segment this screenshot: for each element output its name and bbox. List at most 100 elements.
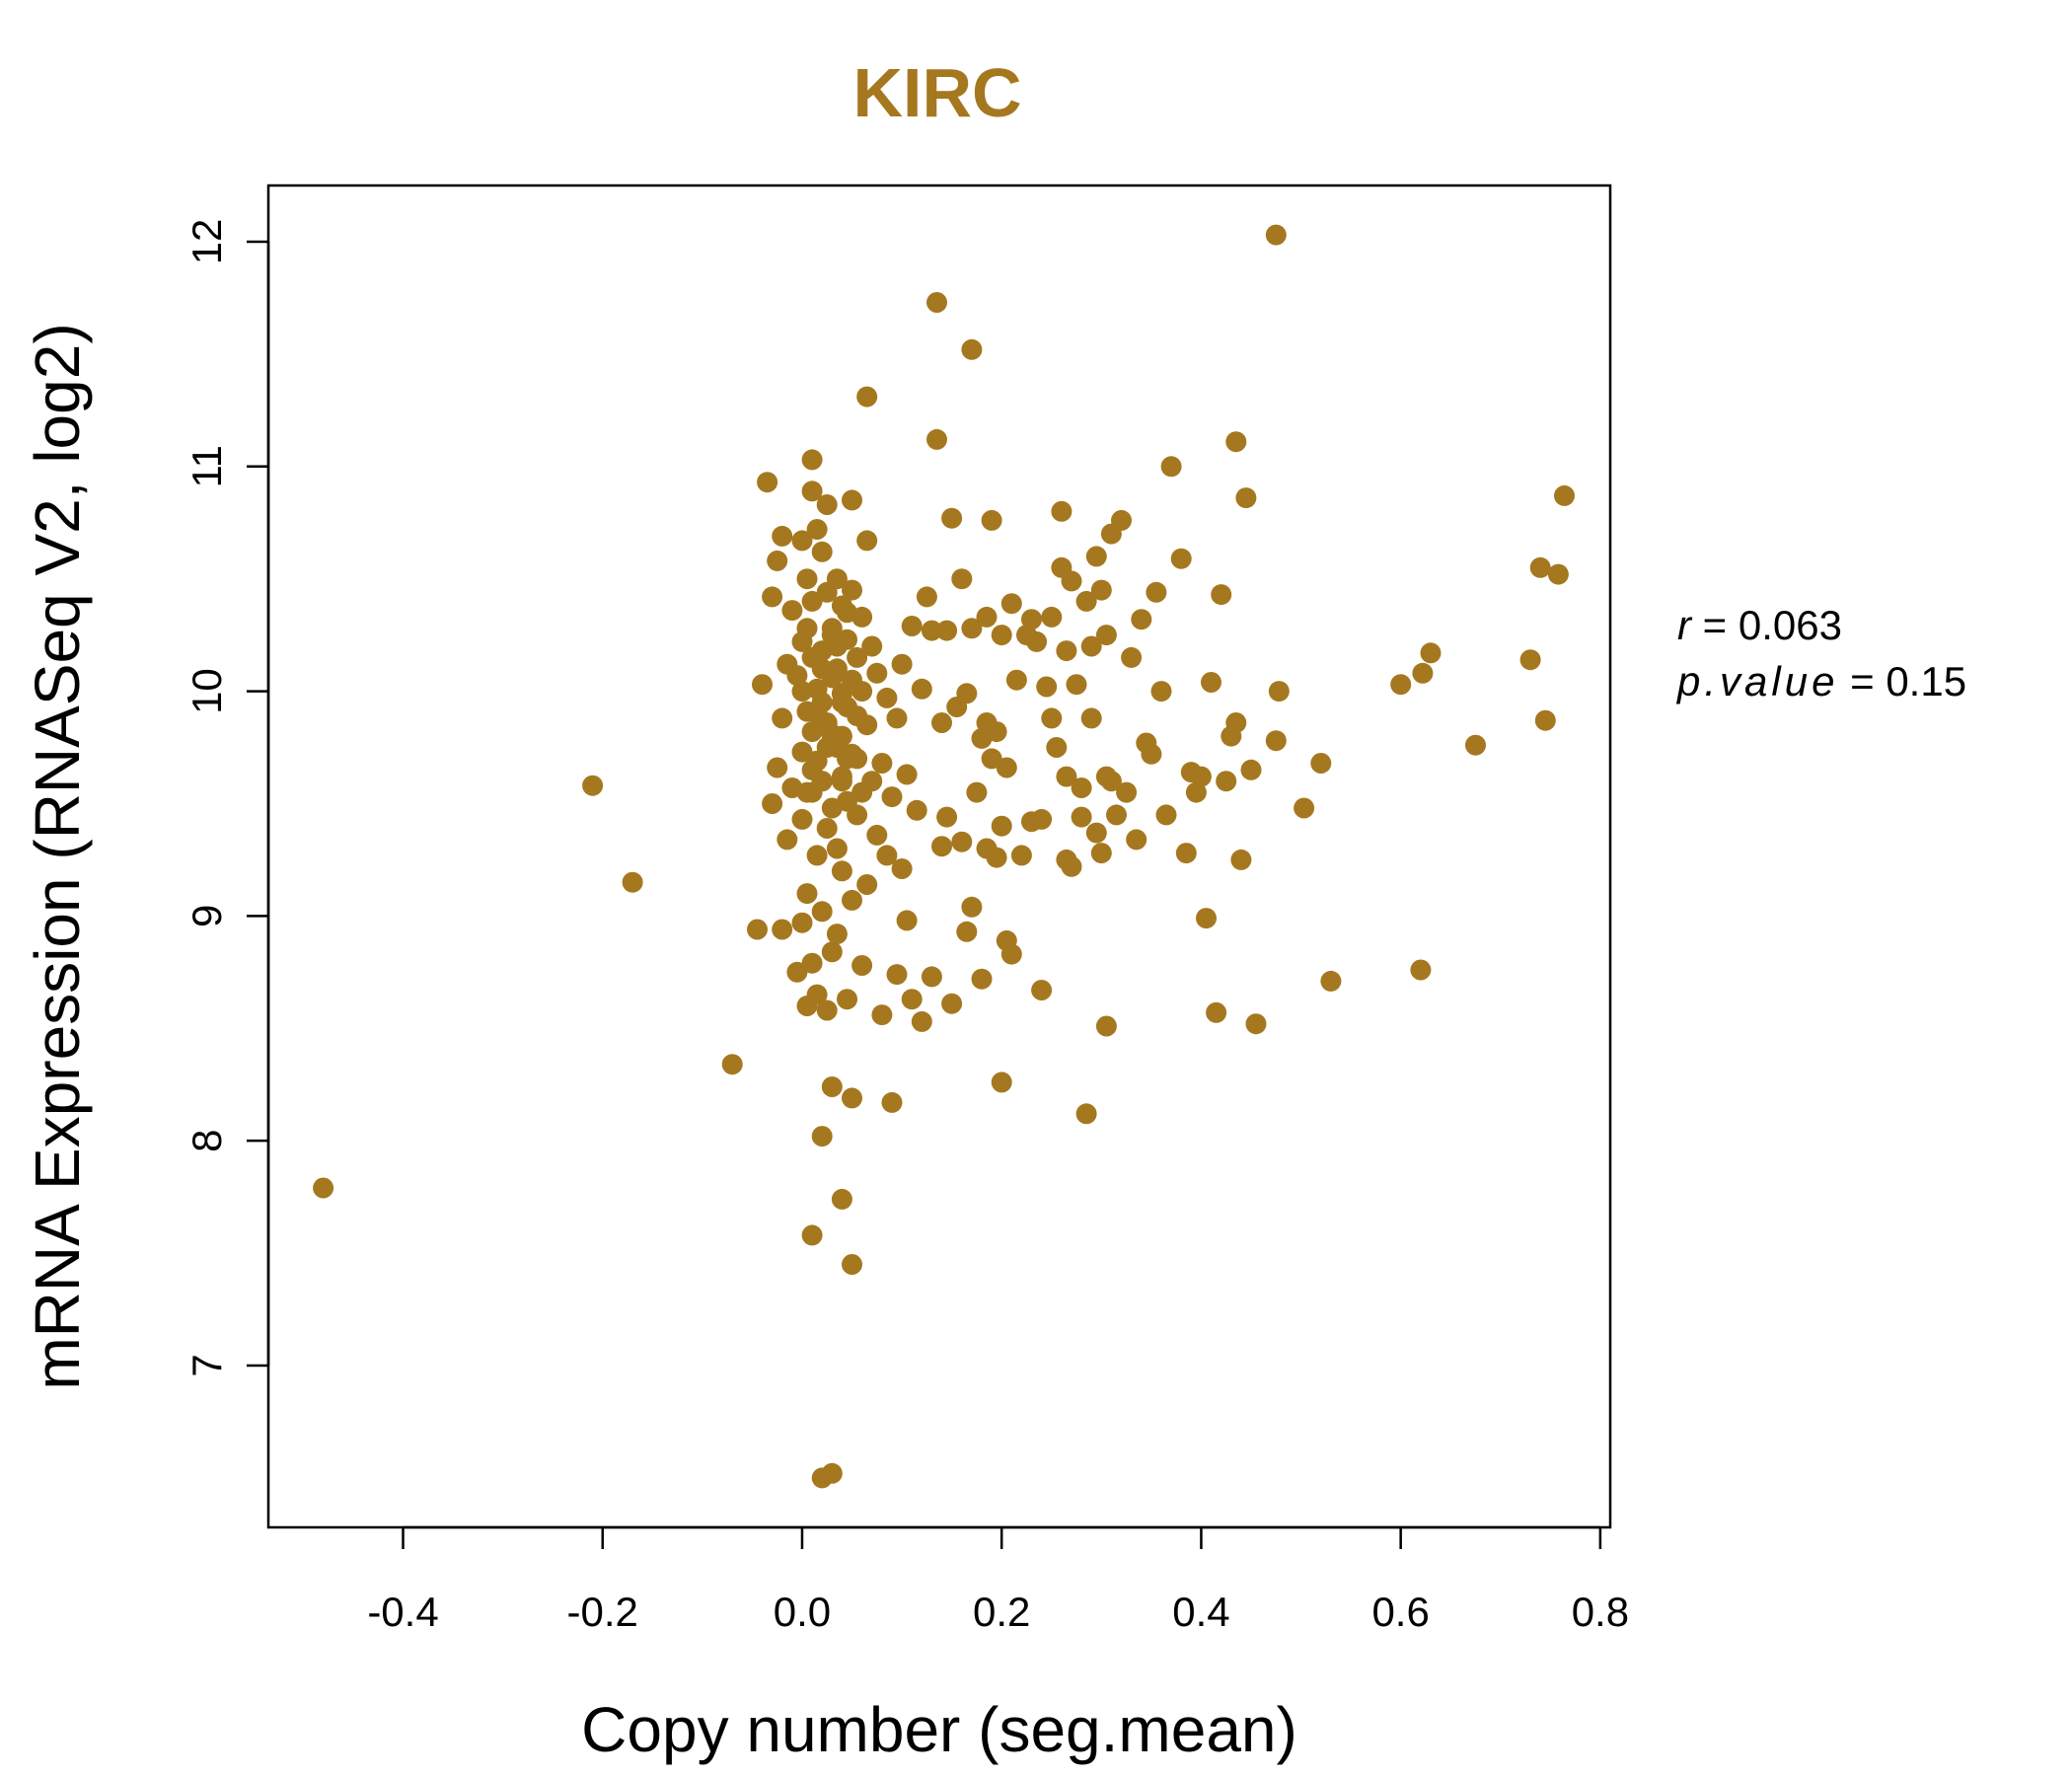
- data-point: [961, 338, 983, 360]
- data-point: [876, 845, 898, 866]
- y-tick-label: 8: [184, 1129, 230, 1151]
- p-value-stat: p.value = 0.15: [1675, 658, 1966, 704]
- r-symbol: r: [1677, 602, 1693, 648]
- x-tick-label: 0.8: [1572, 1589, 1629, 1635]
- data-point: [791, 808, 813, 830]
- data-point: [991, 625, 1012, 646]
- data-point: [1201, 672, 1221, 693]
- data-point: [1026, 630, 1048, 652]
- data-point: [1066, 674, 1087, 696]
- data-point: [801, 481, 823, 502]
- data-point: [861, 635, 883, 657]
- data-point: [971, 968, 993, 990]
- data-point: [1265, 730, 1287, 752]
- data-point: [791, 530, 813, 552]
- data-point: [926, 292, 947, 313]
- data-point: [961, 618, 983, 639]
- data-point: [1075, 590, 1097, 612]
- data-point: [1041, 707, 1063, 729]
- data-point: [1121, 646, 1143, 668]
- data-point: [1021, 609, 1042, 630]
- data-point: [1141, 743, 1162, 765]
- data-point: [891, 858, 913, 879]
- data-point: [976, 606, 998, 628]
- data-point: [906, 799, 927, 821]
- data-point: [821, 625, 843, 646]
- data-point: [866, 662, 888, 684]
- data-point: [886, 964, 908, 986]
- data-point: [801, 1224, 823, 1246]
- data-point: [1116, 781, 1138, 803]
- data-point: [851, 681, 873, 703]
- data-point: [1211, 584, 1232, 606]
- data-point: [777, 829, 798, 851]
- data-point: [811, 901, 833, 923]
- data-point: [313, 1177, 334, 1199]
- plot-frame: [266, 184, 1612, 1529]
- data-point: [851, 955, 873, 976]
- y-tick-label: 10: [184, 668, 230, 714]
- data-point: [871, 1004, 893, 1026]
- data-point: [1126, 829, 1147, 851]
- data-point: [866, 824, 888, 846]
- data-point: [961, 896, 983, 918]
- data-point: [811, 541, 833, 562]
- y-tick-label: 9: [184, 905, 230, 927]
- data-point: [821, 1076, 843, 1097]
- data-point: [821, 1462, 843, 1484]
- r-equals: =: [1703, 602, 1739, 648]
- x-tick-label: -0.2: [567, 1589, 638, 1635]
- data-point: [1031, 980, 1053, 1000]
- data-point: [956, 683, 978, 704]
- data-point: [1185, 781, 1207, 803]
- data-point: [762, 586, 783, 608]
- data-point: [1005, 669, 1027, 691]
- data-point: [1225, 431, 1247, 453]
- data-point: [762, 793, 783, 814]
- data-point: [791, 681, 813, 703]
- data-point: [786, 665, 808, 687]
- x-axis: -0.4 -0.2 0.0 0.2 0.4 0.6 0.8: [367, 1525, 1629, 1635]
- data-point: [842, 579, 862, 601]
- data-point: [796, 883, 818, 905]
- data-point: [871, 753, 893, 774]
- data-point: [831, 771, 852, 792]
- data-point: [831, 1188, 852, 1210]
- data-point: [772, 919, 793, 940]
- data-point: [1410, 959, 1432, 981]
- data-point: [816, 494, 838, 515]
- data-point: [896, 764, 918, 785]
- data-point: [1420, 642, 1442, 664]
- data-point: [886, 707, 908, 729]
- x-tick-label: 0.4: [1172, 1589, 1229, 1635]
- data-point: [837, 748, 857, 770]
- data-point: [981, 748, 1002, 770]
- data-point: [842, 889, 862, 911]
- data-point: [1519, 649, 1541, 671]
- data-point: [941, 993, 963, 1014]
- data-point: [1216, 771, 1237, 792]
- data-point: [1175, 843, 1197, 864]
- p-value: 0.15: [1886, 658, 1966, 704]
- data-point: [996, 757, 1017, 778]
- data-point: [796, 618, 818, 639]
- x-tick-label: 0.2: [973, 1589, 1030, 1635]
- data-point: [806, 984, 828, 1005]
- data-point: [1170, 548, 1192, 569]
- data-point: [796, 781, 818, 803]
- data-point: [1310, 753, 1332, 774]
- data-point: [861, 771, 883, 792]
- data-point: [772, 525, 793, 547]
- data-point: [856, 530, 878, 552]
- data-point: [816, 818, 838, 839]
- data-point: [1465, 734, 1486, 756]
- data-point: [1071, 777, 1092, 798]
- data-point: [926, 428, 947, 450]
- data-point: [811, 658, 833, 680]
- data-point: [856, 874, 878, 895]
- data-point: [911, 1010, 932, 1032]
- data-point: [747, 919, 768, 940]
- data-point: [1095, 766, 1117, 787]
- data-point: [826, 658, 848, 680]
- data-point: [826, 838, 848, 859]
